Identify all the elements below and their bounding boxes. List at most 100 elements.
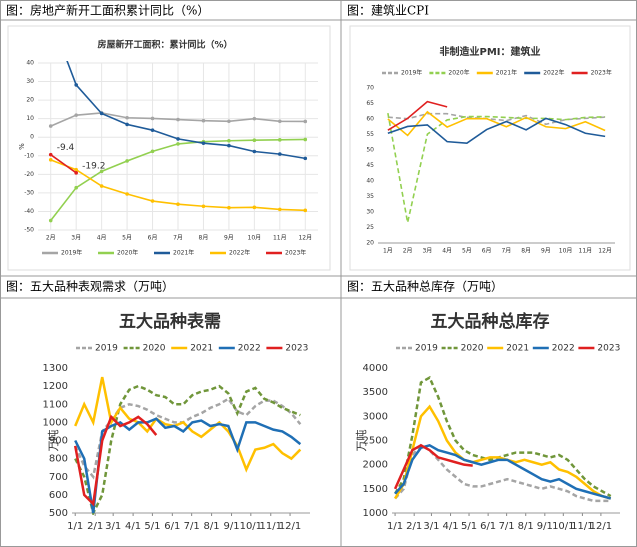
y-tick-label: -30 — [24, 189, 34, 196]
x-tick-label: 6月 — [482, 248, 492, 255]
y-tick-label: 55 — [366, 131, 374, 138]
marker — [99, 111, 104, 116]
marker — [99, 169, 104, 174]
marker — [74, 185, 78, 190]
y-tick-label: 70 — [366, 85, 374, 92]
y-tick-label: 500 — [49, 508, 68, 519]
marker — [278, 152, 282, 156]
y-tick-label: 3000 — [363, 411, 388, 422]
series-line — [393, 443, 473, 490]
chart-title: 五大品种表需 — [119, 311, 221, 332]
series-line — [387, 117, 606, 144]
x-tick-label: 10/1 — [552, 521, 574, 532]
legend-label: 2019年 — [61, 249, 82, 257]
x-tick-label: 6月 — [148, 235, 158, 242]
legend-label: 2022年 — [229, 249, 250, 257]
x-tick-label: 7/1 — [499, 521, 515, 532]
legend-label: 2023 — [597, 344, 620, 354]
x-tick-label: 12/1 — [279, 521, 301, 532]
x-tick-label: 4月 — [442, 248, 452, 255]
legend-label: 2021 — [506, 344, 529, 354]
marker — [278, 138, 282, 142]
y-tick-label: 60 — [366, 116, 374, 123]
y-tick-label: 3500 — [363, 387, 388, 398]
y-tick-label: 65 — [366, 100, 374, 107]
y-tick-label: 700 — [49, 472, 68, 483]
x-tick-label: 5月 — [462, 248, 472, 255]
y-tick-label: 4000 — [363, 363, 388, 374]
marker — [303, 208, 308, 213]
marker — [201, 141, 206, 145]
chart-title: 房屋新开工面积：累计同比（%） — [97, 39, 232, 51]
x-tick-label: 9/1 — [537, 521, 553, 532]
x-tick-label: 12月 — [598, 248, 612, 255]
y-tick-label: 600 — [49, 490, 68, 501]
y-tick-label: 800 — [49, 454, 68, 465]
marker — [176, 142, 180, 146]
marker — [48, 218, 53, 223]
legend-label: 2022 — [238, 344, 261, 354]
y-tick-label: 1100 — [43, 399, 68, 410]
legend-label: 2022 — [552, 344, 575, 354]
marker — [176, 202, 180, 207]
x-tick-label: 9/1 — [223, 521, 239, 532]
x-tick-label: 8/1 — [518, 521, 534, 532]
marker — [74, 113, 78, 117]
marker — [252, 116, 257, 121]
legend-label: 2022年 — [543, 69, 564, 77]
x-tick-label: 1/1 — [67, 521, 83, 532]
legend-label: 2023 — [285, 344, 308, 354]
marker — [125, 192, 129, 196]
legend-label: 2020 — [461, 344, 484, 354]
y-tick-label: 50 — [366, 147, 374, 154]
marker — [125, 159, 129, 163]
marker — [176, 117, 180, 122]
marker — [303, 119, 308, 124]
x-tick-label: 3/1 — [423, 521, 439, 532]
marker — [227, 138, 231, 143]
x-tick-label: 3月 — [71, 235, 81, 242]
x-tick-label: 8/1 — [204, 521, 220, 532]
y-axis-label: 万吨 — [355, 430, 368, 452]
legend-label: 2019 — [415, 344, 438, 354]
x-tick-label: 11/1 — [571, 521, 593, 532]
y-tick-label: 2500 — [363, 436, 388, 447]
series-line — [394, 375, 612, 498]
x-tick-label: 7月 — [501, 248, 511, 255]
marker — [303, 156, 308, 161]
y-tick-label: 40 — [26, 60, 34, 67]
marker — [252, 138, 257, 142]
marker — [99, 184, 104, 188]
x-tick-label: 5/1 — [461, 521, 477, 532]
x-tick-label: 4/1 — [442, 521, 458, 532]
panel-heading: 图：五大品种总库存（万吨） — [347, 279, 503, 294]
y-tick-label: 20 — [366, 240, 374, 247]
y-tick-label: -40 — [24, 208, 34, 215]
marker — [201, 204, 206, 209]
series-line — [387, 100, 448, 131]
legend-label: 2020 — [143, 344, 166, 354]
legend-label: 2020年 — [117, 249, 138, 257]
marker — [150, 128, 155, 132]
marker — [227, 119, 231, 124]
plot — [387, 100, 606, 223]
x-tick-label: 6/1 — [480, 521, 496, 532]
x-tick-label: 10/1 — [240, 521, 262, 532]
y-tick-label: 25 — [366, 224, 374, 231]
x-tick-label: 4月 — [97, 235, 107, 242]
x-tick-label: 9月 — [224, 235, 234, 242]
x-tick-label: 12/1 — [590, 521, 612, 532]
y-tick-label: 1200 — [43, 381, 68, 392]
y-tick-label: 0 — [30, 134, 34, 141]
series-line — [50, 154, 77, 174]
legend-label: 2019年 — [401, 69, 422, 77]
x-tick-label: 8月 — [521, 248, 531, 255]
x-tick-label: 4/1 — [125, 521, 141, 532]
plot — [48, 61, 308, 223]
panel-heading: 图：五大品种表观需求（万吨） — [6, 280, 174, 294]
x-tick-label: 2/1 — [406, 521, 422, 532]
x-tick-label: 5/1 — [144, 521, 160, 532]
x-tick-label: 11月 — [273, 235, 287, 242]
